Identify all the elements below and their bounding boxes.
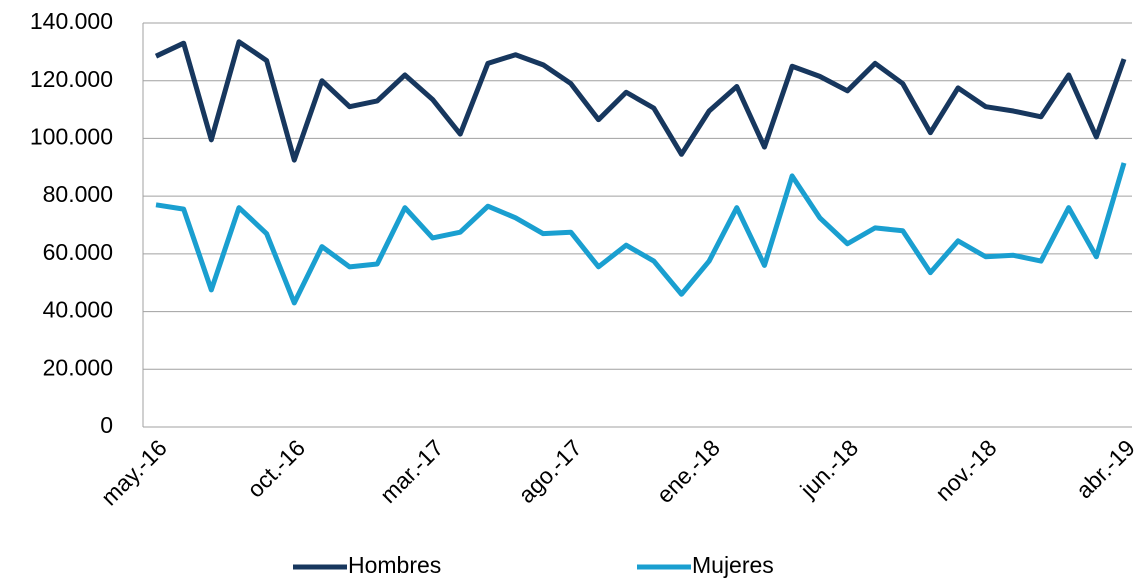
y-tick-label: 140.000 <box>30 8 113 34</box>
x-tick-label: may.-16 <box>96 434 172 510</box>
line-series <box>155 162 1127 306</box>
x-tick-label: abr.-19 <box>1071 434 1135 503</box>
x-tick-label: nov.-18 <box>930 434 1001 505</box>
x-tick-label: oct.-16 <box>242 434 310 502</box>
y-tick-label: 0 <box>100 412 113 438</box>
y-tick-label: 80.000 <box>43 181 113 207</box>
y-tick-label: 60.000 <box>43 239 113 265</box>
y-tick-label: 40.000 <box>43 297 113 323</box>
y-tick-label: 100.000 <box>30 124 113 150</box>
legend-label: Mujeres <box>692 552 774 578</box>
y-tick-label: 20.000 <box>43 354 113 380</box>
legend-label: Hombres <box>348 552 441 578</box>
line-series <box>154 39 1127 163</box>
x-tick-label: mar.-17 <box>375 434 449 508</box>
x-tick-label: ago.-17 <box>513 434 587 508</box>
x-tick-label: jun.-18 <box>794 434 863 503</box>
y-tick-label: 120.000 <box>30 66 113 92</box>
x-tick-label: ene.-18 <box>651 434 725 508</box>
